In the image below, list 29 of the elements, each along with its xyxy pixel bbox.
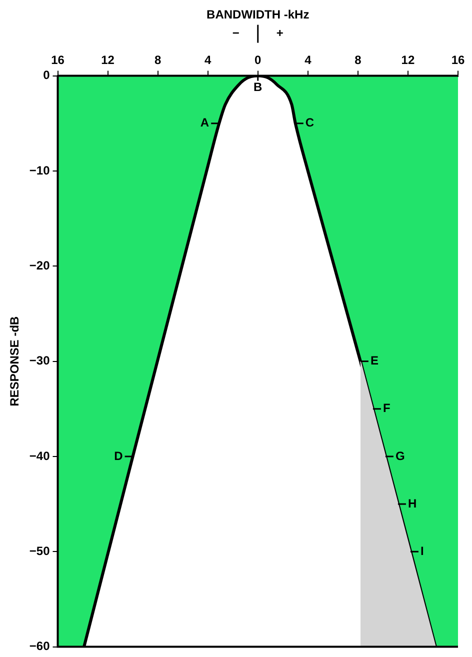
text: + <box>276 26 284 40</box>
y-tick-label: −20 <box>29 258 50 272</box>
y-tick-label: −60 <box>29 639 50 654</box>
x-tick-label: 16 <box>51 52 65 67</box>
annotation: E <box>370 354 378 368</box>
annotation: H <box>408 496 417 510</box>
x-axis-title: BANDWIDTH -kHz <box>206 8 310 22</box>
y-axis-title: RESPONSE -dB <box>8 316 22 406</box>
x-tick-label: 12 <box>401 52 415 67</box>
annotation: D <box>114 448 124 463</box>
x-tick-label: 4 <box>304 52 312 67</box>
y-tick-label: −50 <box>29 544 50 558</box>
annotation: F <box>382 401 390 416</box>
x-tick-label: 8 <box>354 52 362 67</box>
x-tick-label: 16 <box>451 52 465 67</box>
x-tick-label: 0 <box>254 52 262 67</box>
annotation: B <box>254 80 263 94</box>
y-tick-label: −40 <box>29 448 50 463</box>
x-tick-label: 12 <box>101 52 115 67</box>
annotation: G <box>395 448 405 463</box>
annotation: I <box>420 544 424 558</box>
x-tick-label: 8 <box>154 52 162 67</box>
y-tick-label: −30 <box>29 354 50 368</box>
y-tick-label: −10 <box>29 163 50 178</box>
annotation: C <box>305 116 314 130</box>
text: − <box>232 26 240 40</box>
y-tick-label: 0 <box>43 68 50 82</box>
x-tick-label: 4 <box>204 52 212 67</box>
annotation: A <box>200 116 210 130</box>
